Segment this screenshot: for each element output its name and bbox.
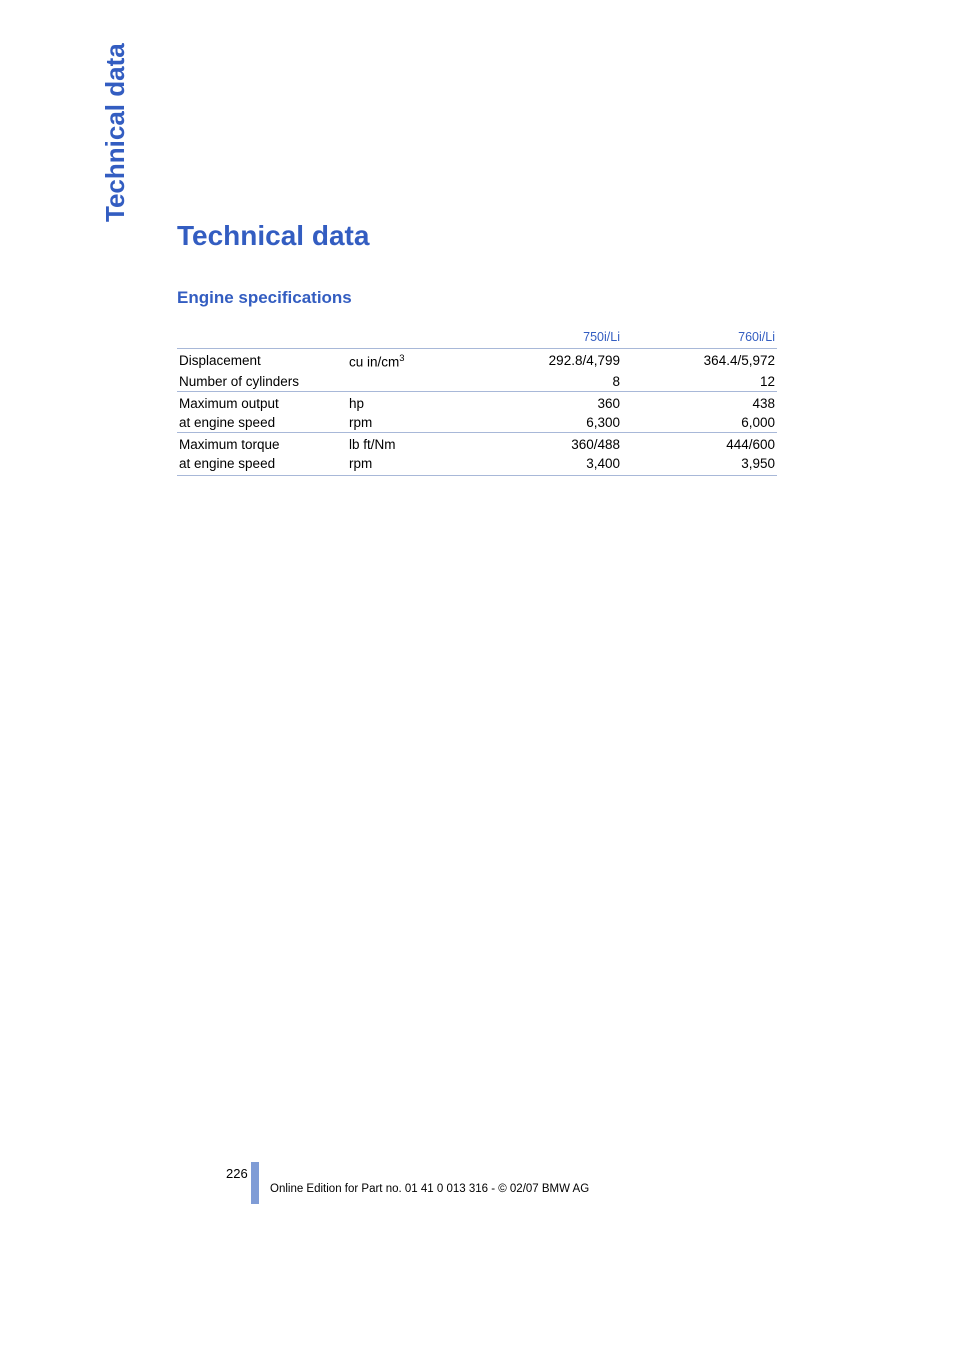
table-row: Maximum outputhp360438 [177,391,777,413]
cell-760: 438 [622,391,777,413]
table-row: Maximum torquelb ft/Nm360/488444/600 [177,432,777,454]
cell-label: Maximum output [177,391,347,413]
page-number-bar [251,1162,259,1204]
table-row: at engine speedrpm3,4003,950 [177,454,777,476]
cell-unit: rpm [347,454,467,476]
cell-750: 3,400 [467,454,622,476]
cell-label: Displacement [177,349,347,372]
table-row: at engine speedrpm6,3006,000 [177,413,777,433]
cell-label: Maximum torque [177,432,347,454]
cell-750: 292.8/4,799 [467,349,622,372]
side-tab: Technical data [100,43,131,222]
cell-760: 6,000 [622,413,777,433]
th-col-760: 760i/Li [622,326,777,349]
page-number: 226 [226,1166,248,1181]
cell-750: 8 [467,372,622,392]
cell-unit: rpm [347,413,467,433]
cell-760: 3,950 [622,454,777,476]
th-col-750: 750i/Li [467,326,622,349]
content-area: Technical data Engine specifications 750… [177,220,777,476]
table-row: Number of cylinders 812 [177,372,777,392]
engine-spec-table: 750i/Li 760i/Li Displacementcu in/cm3292… [177,326,777,476]
cell-label: Number of cylinders [177,372,347,392]
cell-760: 444/600 [622,432,777,454]
footer-text: Online Edition for Part no. 01 41 0 013 … [270,1183,589,1195]
table-row: Displacementcu in/cm3292.8/4,799364.4/5,… [177,349,777,372]
cell-760: 364.4/5,972 [622,349,777,372]
table-header-row: 750i/Li 760i/Li [177,326,777,349]
cell-760: 12 [622,372,777,392]
cell-unit [347,372,467,392]
cell-label: at engine speed [177,413,347,433]
cell-750: 6,300 [467,413,622,433]
section-heading: Engine specifications [177,288,777,308]
page-title: Technical data [177,220,777,252]
th-blank2 [347,326,467,349]
cell-750: 360/488 [467,432,622,454]
cell-unit: cu in/cm3 [347,349,467,372]
th-blank1 [177,326,347,349]
cell-unit: lb ft/Nm [347,432,467,454]
cell-label: at engine speed [177,454,347,476]
cell-750: 360 [467,391,622,413]
cell-unit: hp [347,391,467,413]
